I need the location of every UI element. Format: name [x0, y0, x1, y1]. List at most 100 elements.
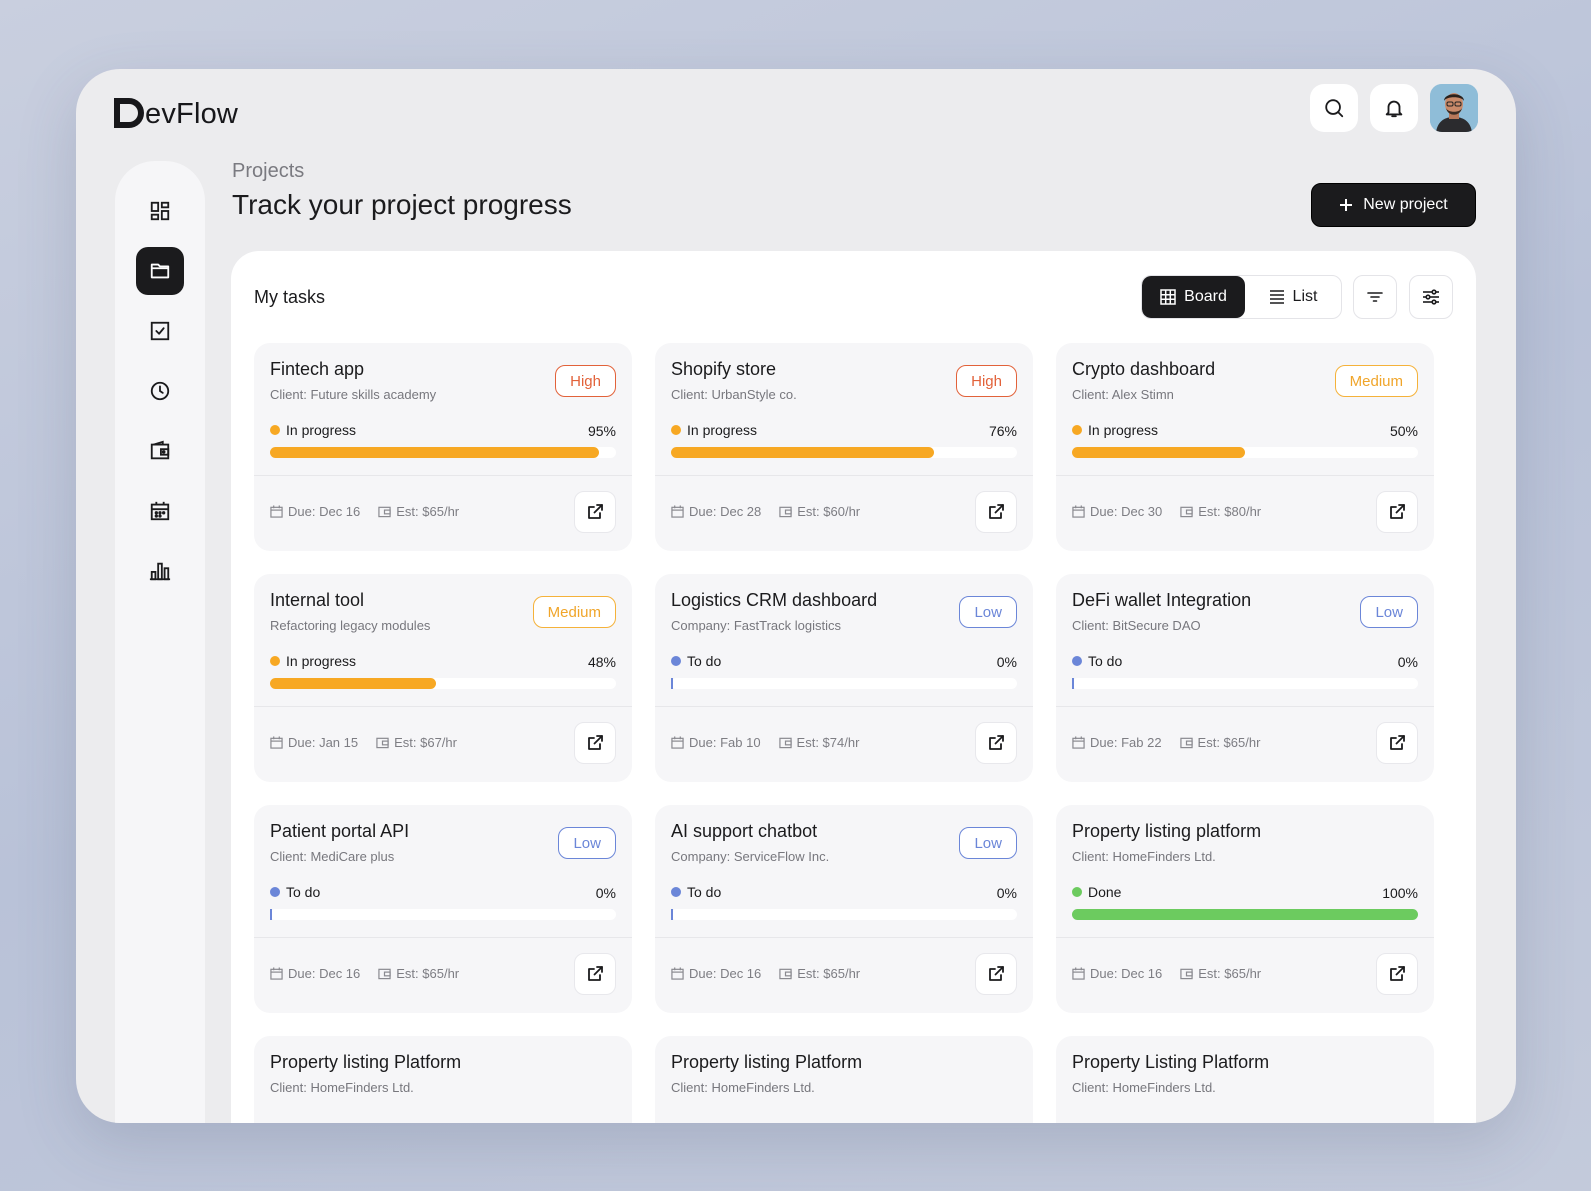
priority-badge: Low [558, 827, 616, 859]
priority-badge: High [555, 365, 616, 397]
status-label: To do [687, 653, 722, 669]
sidebar-item-dashboard[interactable] [136, 187, 184, 235]
grid-icon [1160, 289, 1176, 305]
project-client: Client: Future skills academy [270, 387, 437, 402]
progress-percent: 0% [996, 885, 1017, 901]
status-dot [671, 656, 681, 666]
filter-button[interactable] [1353, 275, 1397, 319]
checkbox-icon [150, 321, 170, 341]
card-meta: Due: Dec 16 Est: $65/hr [1072, 966, 1261, 981]
project-title: Patient portal API [270, 821, 410, 841]
progress-percent: 100% [1382, 885, 1418, 901]
status-indicator: In progress [270, 422, 356, 438]
due-date: Due: Dec 16 [671, 966, 761, 981]
project-card[interactable]: Internal tool Refactoring legacy modules… [254, 574, 632, 782]
page-title: Track your project progress [232, 189, 572, 220]
sidebar-item-reports[interactable] [136, 547, 184, 595]
due-date: Due: Dec 28 [671, 504, 761, 519]
card-meta: Due: Dec 16 Est: $65/hr [270, 966, 459, 981]
open-project-button[interactable] [574, 491, 616, 533]
calendar-icon [270, 505, 283, 518]
list-view-button[interactable]: List [1245, 276, 1341, 318]
project-card[interactable]: Shopify store Client: UrbanStyle co. Hig… [655, 343, 1033, 551]
sidebar-item-wallet[interactable] [136, 427, 184, 475]
estimate-rate: Est: $67/hr [376, 735, 457, 750]
open-project-button[interactable] [1376, 722, 1418, 764]
card-divider [655, 706, 1033, 707]
external-link-icon [987, 965, 1005, 983]
open-project-button[interactable] [975, 953, 1017, 995]
status-indicator: Done [1072, 884, 1121, 900]
status-dot [270, 425, 280, 435]
external-link-icon [1388, 965, 1406, 983]
project-card[interactable]: Property Listing Platform Client: HomeFi… [1056, 1036, 1434, 1123]
status-dot [1072, 656, 1082, 666]
sidebar-item-tasks[interactable] [136, 307, 184, 355]
status-label: In progress [286, 653, 357, 669]
priority-badge: High [956, 365, 1017, 397]
progress-percent: 95% [587, 423, 616, 439]
bar-chart-icon [149, 562, 171, 581]
wallet-icon [378, 505, 391, 518]
notifications-button[interactable] [1370, 84, 1418, 132]
due-label: Due: Fab 22 [1090, 735, 1162, 750]
status-label: To do [687, 884, 722, 900]
sidebar-item-projects[interactable] [136, 247, 184, 295]
project-title: Property listing platform [1072, 821, 1262, 841]
est-label: Est: $80/hr [1198, 504, 1262, 519]
open-project-button[interactable] [975, 491, 1017, 533]
plus-icon [1340, 199, 1353, 211]
wallet-icon [778, 736, 792, 749]
card-meta: Due: Fab 22 Est: $65/hr [1072, 735, 1260, 750]
progress-percent: 76% [988, 423, 1017, 439]
logo[interactable]: evFlow [114, 94, 238, 131]
card-divider [254, 475, 632, 476]
project-client: Client: HomeFinders Ltd. [270, 1080, 414, 1095]
folder-icon [150, 263, 170, 279]
calendar-icon [671, 736, 684, 749]
status-indicator: To do [671, 653, 721, 669]
open-project-button[interactable] [1376, 953, 1418, 995]
progress-bar [270, 447, 616, 458]
list-icon [1269, 290, 1284, 304]
progress-fill [270, 447, 599, 458]
card-meta: Due: Dec 30 Est: $80/hr [1072, 504, 1261, 519]
project-card[interactable]: Property listing Platform Client: HomeFi… [254, 1036, 632, 1123]
avatar[interactable] [1430, 84, 1478, 132]
search-button[interactable] [1310, 84, 1358, 132]
est-label: Est: $65/hr [396, 966, 460, 981]
external-link-icon [987, 503, 1005, 521]
external-link-icon [586, 503, 604, 521]
open-project-button[interactable] [574, 722, 616, 764]
project-card[interactable]: Logistics CRM dashboard Company: FastTra… [655, 574, 1033, 782]
project-card[interactable]: Crypto dashboard Client: Alex Stimn Medi… [1056, 343, 1434, 551]
open-project-button[interactable] [1376, 491, 1418, 533]
card-meta: Due: Jan 15 Est: $67/hr [270, 735, 457, 750]
external-link-icon [1388, 503, 1406, 521]
due-label: Due: Fab 10 [689, 735, 761, 750]
estimate-rate: Est: $65/hr [1179, 735, 1260, 750]
progress-percent: 0% [1397, 654, 1418, 670]
new-project-label: New project [1363, 196, 1448, 213]
est-label: Est: $74/hr [796, 735, 860, 750]
wallet-icon [779, 505, 792, 518]
project-card[interactable]: Property listing platform Client: HomeFi… [1056, 805, 1434, 1013]
project-card[interactable]: AI support chatbot Company: ServiceFlow … [655, 805, 1033, 1013]
open-project-button[interactable] [975, 722, 1017, 764]
status-dot [1072, 425, 1082, 435]
sidebar-item-time[interactable] [136, 367, 184, 415]
due-label: Due: Dec 30 [1090, 504, 1163, 519]
settings-button[interactable] [1409, 275, 1453, 319]
project-card[interactable]: DeFi wallet Integration Client: BitSecur… [1056, 574, 1434, 782]
calendar-icon [150, 501, 170, 521]
sidebar-item-calendar[interactable] [136, 487, 184, 535]
card-divider [655, 937, 1033, 938]
new-project-button[interactable]: New project [1311, 183, 1476, 227]
project-card[interactable]: Property listing Platform Client: HomeFi… [655, 1036, 1033, 1123]
project-client: Client: MediCare plus [270, 849, 395, 864]
open-project-button[interactable] [574, 953, 616, 995]
progress-fill [1072, 678, 1074, 689]
board-view-button[interactable]: Board [1142, 276, 1245, 318]
project-card[interactable]: Patient portal API Client: MediCare plus… [254, 805, 632, 1013]
project-card[interactable]: Fintech app Client: Future skills academ… [254, 343, 632, 551]
